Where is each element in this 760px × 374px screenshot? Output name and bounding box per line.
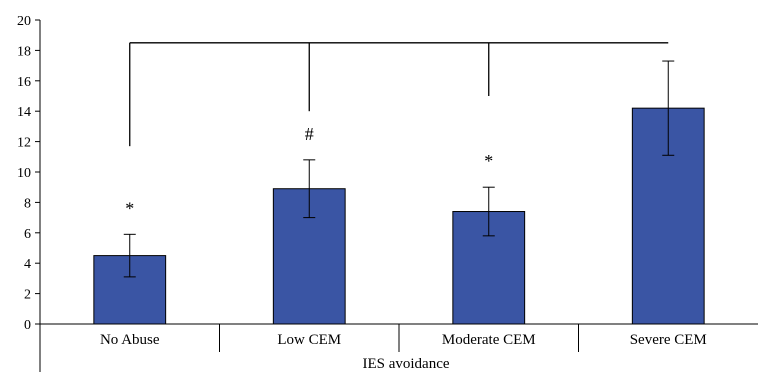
y-tick-label: 16 (17, 75, 31, 90)
x-axis-label: IES avoidance (362, 356, 449, 372)
y-tick-label: 2 (24, 288, 31, 303)
y-tick-label: 4 (24, 257, 31, 272)
x-axis: No Abuse Low CEM Moderate CEM Severe CEM (40, 323, 758, 352)
y-tick-label: 10 (17, 166, 31, 181)
y-tick-label: 6 (24, 227, 31, 242)
significance-marker: * (125, 198, 134, 218)
y-tick-label: 8 (24, 196, 31, 211)
y-tick-label: 14 (17, 105, 31, 120)
y-axis: 0 2 4 6 8 10 12 14 16 18 20 (17, 14, 41, 372)
comparison-bracket (129, 42, 669, 147)
y-tick-label: 20 (17, 14, 31, 29)
error-bars (123, 60, 675, 278)
bars (93, 107, 705, 325)
x-tick-label: Moderate CEM (442, 332, 536, 348)
y-tick-label: 18 (17, 44, 31, 59)
x-tick-label: Severe CEM (630, 332, 707, 348)
significance-marker: * (484, 151, 493, 171)
y-tick-label: 12 (17, 136, 31, 151)
y-tick-label: 0 (24, 318, 31, 333)
significance-annotations: * # * (125, 124, 493, 218)
x-tick-label: Low CEM (277, 332, 341, 348)
bar (452, 211, 526, 325)
bar (93, 255, 167, 325)
x-tick-label: No Abuse (100, 332, 160, 348)
significance-marker: # (305, 124, 314, 144)
